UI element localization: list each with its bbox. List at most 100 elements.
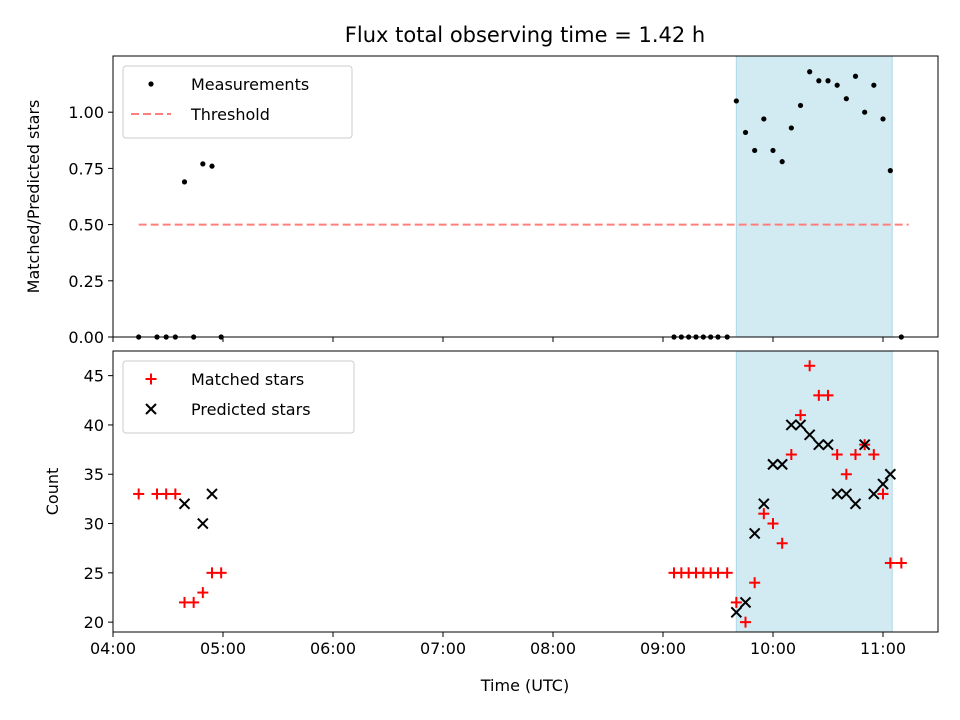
- x-tick-label: 05:00: [200, 639, 246, 658]
- y-tick-label: 40: [84, 416, 104, 435]
- predicted-stars-point: [785, 419, 798, 431]
- predicted-stars-point: [813, 438, 825, 451]
- predicted-stars-point: [178, 498, 191, 510]
- matched-stars-point: [749, 577, 761, 589]
- y-tick-label: 0.25: [68, 272, 104, 291]
- measurements-point: [887, 168, 893, 174]
- measurements-point: [843, 96, 849, 102]
- y-tick-label: 20: [84, 613, 104, 632]
- predicted-stars-point: [822, 438, 834, 451]
- predicted-stars-point: [776, 458, 788, 471]
- predicted-stars-point: [884, 468, 897, 480]
- legend-measurements-swatch: [148, 81, 154, 87]
- predicted-stars-point: [868, 488, 880, 500]
- matched-stars-point: [795, 409, 806, 421]
- measurements-point: [788, 125, 794, 131]
- matched-stars-point: [895, 557, 907, 569]
- legend-predicted-stars-swatch: [145, 403, 157, 415]
- measurements-point: [797, 102, 804, 109]
- measurements-point: [871, 82, 877, 88]
- matched-stars-point: [804, 360, 816, 372]
- matched-stars-point: [215, 567, 227, 579]
- bottom-panel-ylabel: Count: [43, 468, 62, 516]
- legend-matched-stars-swatch: [145, 373, 157, 385]
- measurements-point: [807, 69, 813, 75]
- measurements-point: [862, 109, 868, 115]
- matched-stars-point: [740, 616, 751, 628]
- y-tick-label: 30: [84, 515, 104, 534]
- predicted-stars-point: [739, 596, 752, 609]
- measurements-point: [834, 82, 840, 88]
- predicted-stars-point: [803, 429, 816, 441]
- y-tick-label: 45: [84, 367, 104, 386]
- measurements-point: [852, 73, 859, 79]
- predicted-stars-point: [748, 527, 761, 540]
- matched-stars-point: [840, 468, 852, 480]
- measurements-point: [752, 147, 758, 154]
- matched-stars-point: [877, 488, 889, 500]
- matched-stars-point: [169, 488, 181, 500]
- measurements-point: [733, 98, 739, 104]
- measurements-point: [825, 78, 831, 84]
- measurements-point: [770, 147, 776, 154]
- measurements-point: [181, 179, 188, 185]
- matched-stars-point: [767, 518, 779, 530]
- predicted-stars-point: [849, 498, 862, 510]
- x-tick-label: 08:00: [530, 639, 576, 658]
- y-tick-label: 0.75: [68, 159, 104, 178]
- matched-stars-point: [884, 557, 896, 569]
- predicted-stars-point: [730, 606, 743, 618]
- x-tick-label: 07:00: [420, 639, 466, 658]
- predicted-stars-point: [831, 488, 843, 500]
- x-tick-label: 06:00: [310, 639, 356, 658]
- matched-stars-point: [721, 567, 733, 579]
- predicted-stars-point: [877, 478, 889, 490]
- x-tick-label: 04:00: [90, 639, 136, 658]
- bottom-panel-xlabel: Time (UTC): [480, 676, 569, 695]
- measurements-point: [209, 163, 215, 169]
- matched-stars-point: [730, 596, 742, 608]
- measurements-point: [880, 116, 886, 122]
- predicted-stars-point: [758, 498, 770, 510]
- x-tick-label: 09:00: [640, 639, 686, 658]
- matched-stars-point: [133, 488, 145, 500]
- matched-stars-point: [785, 449, 797, 461]
- top-panel-ylabel: Matched/Predicted stars: [24, 100, 43, 294]
- top-panel-frame: [112, 55, 939, 338]
- top-panel: 0.00 0.25 0.50 0.75 1.00 Matched/Predicted s…: [24, 55, 939, 347]
- observing-window-shade: [735, 55, 893, 338]
- legend-box: [122, 65, 353, 139]
- legend-threshold-label: Threshold: [190, 105, 270, 124]
- y-tick-label: 35: [84, 465, 104, 484]
- x-tick-label: 10:00: [750, 639, 796, 658]
- legend-measurements-label: Measurements: [191, 75, 309, 94]
- observing-window-shade: [735, 350, 893, 633]
- chart-title: Flux total observing time = 1.42 h: [345, 23, 705, 47]
- matched-stars-point: [188, 596, 200, 608]
- matched-stars-point: [822, 389, 834, 401]
- measurements-point: [761, 116, 767, 122]
- bottom-panel: 04:00 05:00 06:00 07:00 08:00 09:00 10:00 11:00…: [43, 350, 939, 695]
- measurements-point: [779, 159, 785, 165]
- matched-stars-point: [831, 449, 843, 461]
- legend-box: [122, 360, 355, 434]
- matched-stars-point: [868, 449, 880, 461]
- predicted-stars-point: [794, 419, 807, 431]
- predicted-stars-point: [197, 517, 209, 530]
- predicted-stars-point: [840, 488, 853, 500]
- y-tick-label: 0.00: [68, 328, 104, 347]
- predicted-stars-point: [767, 458, 779, 471]
- predicted-stars-point: [858, 438, 871, 451]
- bottom-panel-frame: [112, 350, 939, 633]
- matched-stars-point: [850, 449, 861, 461]
- measurements-point: [816, 78, 822, 84]
- predicted-stars-point: [206, 488, 218, 500]
- measurements-point: [200, 161, 206, 167]
- matched-stars-point: [776, 537, 788, 549]
- y-tick-label: 0.50: [68, 216, 104, 235]
- x-tick-label: 11:00: [860, 639, 906, 658]
- legend-predicted-stars-label: Predicted stars: [191, 400, 311, 419]
- measurements-point: [742, 129, 749, 136]
- matched-stars-point: [758, 508, 770, 520]
